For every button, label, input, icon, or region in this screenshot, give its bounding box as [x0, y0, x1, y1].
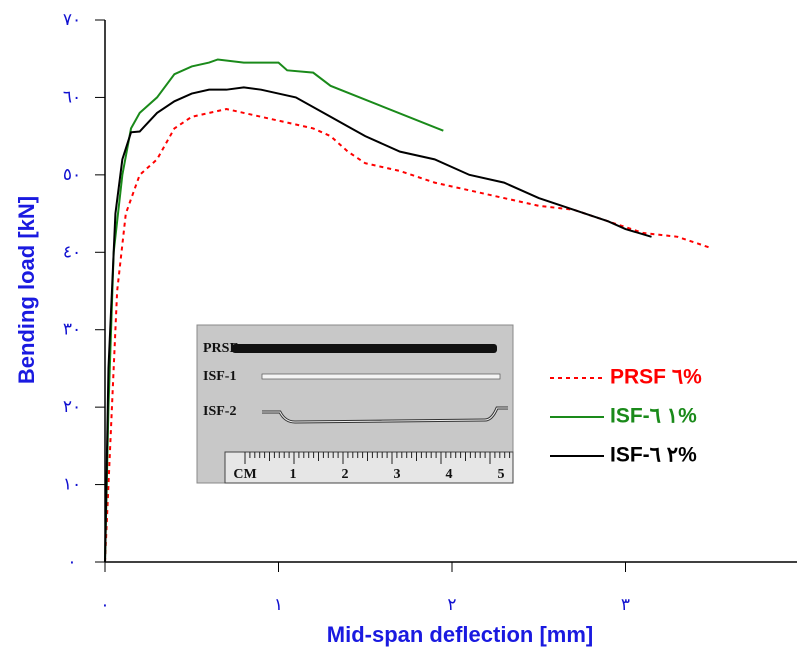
ruler-label: CM [233, 467, 256, 482]
legend-label: ISF-١ ٦% [610, 405, 697, 428]
inset-label: PRSF [203, 341, 238, 356]
data-line [104, 58, 444, 563]
x-tick-label: ٠ [100, 595, 109, 615]
y-tick-label: ٤٠ [63, 242, 81, 262]
y-tick-label: ٧٠ [63, 10, 81, 30]
inset-label: ISF-1 [203, 369, 236, 384]
ruler-label: 3 [394, 467, 401, 482]
y-tick-label: ٣٠ [63, 320, 81, 340]
x-tick-label: ١ [274, 595, 283, 615]
ruler-label: 5 [498, 467, 505, 482]
y-tick-label: ٢٠ [63, 397, 81, 417]
data-line [104, 86, 652, 563]
legend-label: ISF-٢ ٦% [610, 444, 697, 467]
data-line [104, 108, 713, 563]
ruler-label: 1 [290, 467, 297, 482]
y-tick-label: ٥٠ [63, 165, 81, 185]
ruler-label: 2 [342, 467, 349, 482]
ruler-label: 4 [446, 467, 453, 482]
y-tick-label: ٠ [67, 552, 76, 572]
legend-label: PRSF ٦% [610, 366, 702, 389]
y-tick-label: ٦٠ [63, 87, 81, 107]
x-tick-label: ٣ [621, 595, 630, 615]
x-axis-label: Mid-span deflection [mm] [327, 622, 593, 647]
x-tick-label: ٢ [447, 595, 456, 615]
y-axis-label: Bending load [kN] [14, 196, 39, 384]
inset-label: ISF-2 [203, 404, 236, 419]
y-tick-label: ١٠ [63, 475, 81, 495]
